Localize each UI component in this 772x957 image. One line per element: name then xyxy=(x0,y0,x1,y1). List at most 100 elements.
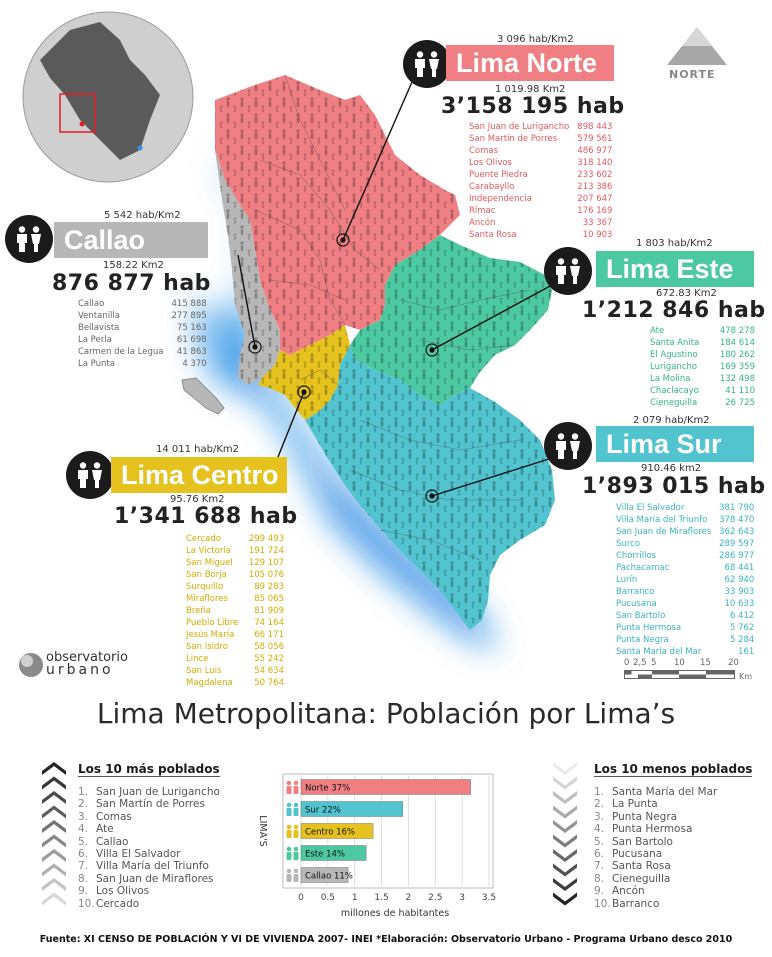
district-name: Lince xyxy=(186,654,209,664)
chevron-up-icon xyxy=(42,834,66,848)
district-name: Ate xyxy=(650,326,665,336)
district-name: Bellavista xyxy=(78,323,120,333)
district-row: Barranco 33 903 xyxy=(616,586,754,598)
x-axis-title: millones de habitantes xyxy=(341,908,449,918)
chevron-down-icon xyxy=(553,892,577,906)
district-row: Santa Rosa 10 903 xyxy=(469,229,612,241)
rank-item: 8. San Juan de Miraflores xyxy=(78,873,220,885)
chevron-up-icon xyxy=(42,805,66,819)
district-name: Independencia xyxy=(469,194,532,204)
rank-item: 4. Ate xyxy=(78,823,220,835)
centro-people-icon xyxy=(66,451,114,499)
x-tick-label: 3 xyxy=(459,893,465,903)
rank-label: Santa Rosa xyxy=(612,860,671,873)
district-name: La Victoria xyxy=(186,546,231,556)
district-population: 6 412 xyxy=(729,611,755,621)
chevron-up-icon xyxy=(42,791,66,804)
district-population: 50 764 xyxy=(254,678,284,688)
rank-item: 10.Barranco xyxy=(594,898,717,910)
district-name: San Bartolo xyxy=(616,611,666,621)
district-name: San Martín de Porres xyxy=(469,134,558,144)
centro-density: 14 011 hab/Km2 xyxy=(156,444,240,455)
chevron-down-icon xyxy=(553,863,577,877)
rank-label: Los Olivos xyxy=(96,885,150,898)
district-name: San Juan de Lurigancho xyxy=(469,122,570,132)
district-population: 75 163 xyxy=(176,323,207,333)
district-name: El Agustino xyxy=(650,350,698,360)
district-row: Cercado 299 493 xyxy=(186,533,284,545)
rank-label: Callao xyxy=(96,835,129,848)
person-icon xyxy=(286,786,292,794)
callao-area: 158.22 Km2 xyxy=(103,260,164,271)
rank-label: San Juan de Lurigancho xyxy=(96,786,220,798)
district-row: Ancón 33 367 xyxy=(469,217,612,229)
district-population: 85 065 xyxy=(254,594,284,604)
rank-item: 7. Santa Rosa xyxy=(594,860,717,872)
callao-people-icon xyxy=(5,215,53,263)
lima-map xyxy=(22,11,727,650)
district-name: La Molina xyxy=(650,374,691,384)
norte-people-icon xyxy=(403,40,451,88)
este-people-icon xyxy=(544,247,592,295)
district-name: Pucusana xyxy=(616,599,657,609)
district-population: 89 283 xyxy=(254,582,284,592)
rank-number: 3. xyxy=(78,810,89,823)
district-row: Punta Negra 5 284 xyxy=(616,634,754,646)
person-icon xyxy=(286,852,292,860)
district-name: Ventanilla xyxy=(78,311,120,321)
chevron-down-icon xyxy=(553,878,577,891)
district-name: Miraflores xyxy=(186,594,228,604)
least-populated-title: Los 10 menos poblados xyxy=(594,762,753,777)
district-name: Punta Negra xyxy=(616,635,669,645)
district-population: 579 561 xyxy=(577,134,613,144)
este-density: 1 803 hab/Km2 xyxy=(636,238,713,249)
district-row: San Isidro 58 056 xyxy=(186,641,284,653)
district-name: Villa María del Triunfo xyxy=(616,515,708,525)
district-name: La Punta xyxy=(78,359,115,369)
district-name: Pueblo Libre xyxy=(186,618,239,628)
person-icon xyxy=(293,830,299,838)
district-name: La Perla xyxy=(78,335,112,345)
district-row: San Martín de Porres 579 561 xyxy=(469,133,612,145)
callao-density: 5 542 hab/Km2 xyxy=(104,210,181,221)
scale-bar-graphic xyxy=(624,670,735,679)
district-row: Lince 55 242 xyxy=(186,653,284,665)
rank-label: Punta Negra xyxy=(612,810,678,823)
rank-item: 1. San Juan de Lurigancho xyxy=(78,786,220,798)
rank-number: 8. xyxy=(78,872,89,885)
district-population: 486 977 xyxy=(577,146,613,156)
person-icon xyxy=(293,802,299,808)
district-population: 169 359 xyxy=(719,362,755,372)
centro-title: Lima Centro xyxy=(111,457,287,493)
district-population: 58 056 xyxy=(254,642,284,652)
norte-density: 3 096 hab/Km2 xyxy=(497,34,574,45)
x-tick-label: 1 xyxy=(352,893,358,903)
rank-label: Pucusana xyxy=(612,848,663,861)
y-axis-title: LIMA'S xyxy=(257,815,268,846)
district-population: 898 443 xyxy=(577,122,613,132)
district-row: El Agustino 180 262 xyxy=(650,349,755,361)
district-population: 55 242 xyxy=(254,654,284,664)
rank-number: 5. xyxy=(78,835,89,848)
callao-title: Callao xyxy=(54,222,208,258)
district-name: Pachacamac xyxy=(616,563,670,573)
district-population: 129 107 xyxy=(248,558,284,568)
rank-number: 6. xyxy=(594,848,605,861)
district-population: 277 895 xyxy=(171,311,207,321)
rank-number: 8. xyxy=(594,872,605,885)
rank-item: 9. Los Olivos xyxy=(78,885,220,897)
district-row: Pucusana 10 633 xyxy=(616,598,754,610)
district-population: 378 470 xyxy=(719,515,755,525)
district-row: Rímac 176 169 xyxy=(469,205,612,217)
district-row: Villa El Salvador 381 790 xyxy=(616,502,754,514)
person-icon xyxy=(293,868,299,874)
population-bar-chart: 0 0.5 1 1.5 2 2.5 3 3.5 Norte 37% Sur 22% Centro 1… xyxy=(257,773,496,918)
bar-label: Este 14% xyxy=(305,850,345,860)
rank-label: Barranco xyxy=(612,897,660,910)
person-icon xyxy=(286,868,292,874)
centro-population: 1’341 688 hab xyxy=(114,504,298,529)
centro-area: 95.76 Km2 xyxy=(170,494,225,505)
district-population: 74 164 xyxy=(254,618,284,628)
district-row: San Miguel 129 107 xyxy=(186,557,284,569)
district-name: Carabayllo xyxy=(469,182,515,192)
